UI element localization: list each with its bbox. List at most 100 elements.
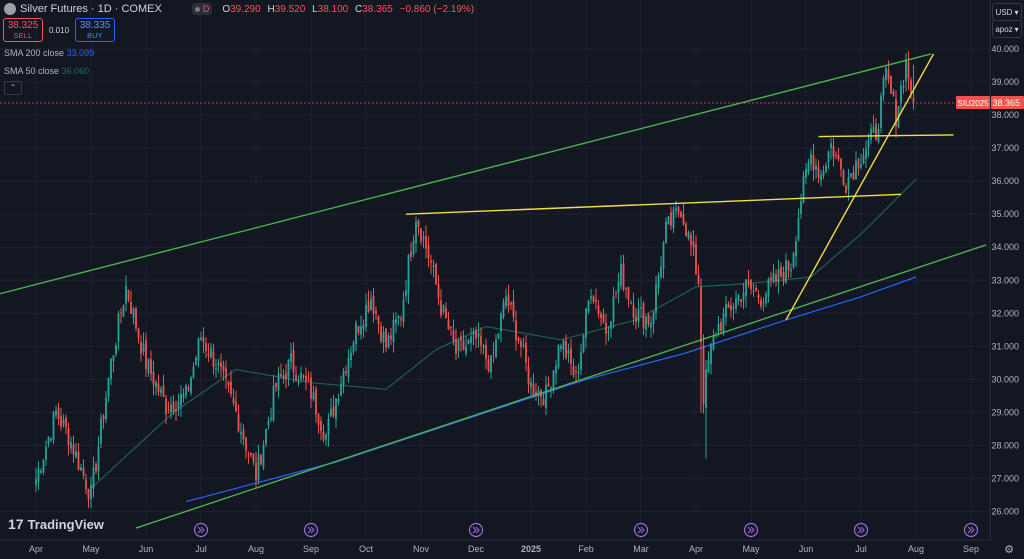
candle-body: [280, 374, 282, 377]
candle-body: [220, 362, 222, 367]
candle-body: [670, 212, 672, 226]
candle-body: [410, 251, 412, 257]
time-tick-label: Apr: [689, 544, 703, 554]
candle-body: [492, 352, 495, 354]
candle-body: [872, 126, 875, 133]
trend-line[interactable]: [0, 53, 932, 317]
candle-body: [740, 299, 742, 303]
candle-body: [65, 417, 67, 428]
candle-body: [527, 365, 530, 385]
candle-body: [557, 345, 560, 368]
candle-body: [762, 302, 765, 304]
candle-body: [445, 308, 447, 319]
candle-body: [785, 260, 787, 283]
candle-body: [300, 372, 302, 380]
buy-button[interactable]: 38.335 BUY: [75, 18, 116, 42]
candle-body: [375, 310, 377, 314]
price-tick-label: 27.000: [991, 474, 1019, 484]
collapse-legend-button[interactable]: ⌃: [4, 81, 22, 95]
event-markers[interactable]: [193, 522, 979, 538]
candle-body: [155, 381, 157, 388]
time-tick-label: Mar: [633, 544, 649, 554]
candle-body: [652, 311, 655, 325]
candle-body: [840, 158, 842, 170]
candle-body: [72, 444, 75, 455]
trend-line[interactable]: [405, 193, 902, 215]
time-axis[interactable]: Apr May Jun Jul Aug Sep Oct Nov Dec 2025 Feb Mar Apr…: [0, 539, 990, 554]
candle-body: [692, 241, 695, 248]
candle-body: [277, 373, 280, 391]
trend-lines[interactable]: [0, 53, 987, 529]
candle-body: [470, 336, 472, 343]
candle-body: [562, 340, 565, 350]
candle-body: [517, 338, 520, 342]
candle-body: [250, 452, 252, 456]
candle-body: [722, 313, 725, 333]
candle-body: [837, 154, 840, 160]
candle-body: [597, 305, 600, 315]
candle-body: [742, 292, 745, 300]
candle-body: [707, 360, 710, 373]
candle-body: [117, 313, 120, 342]
candle-body: [122, 305, 125, 317]
candle-body: [157, 383, 160, 392]
candle-body: [860, 164, 862, 168]
tradingview-logo[interactable]: 17 TradingView: [8, 516, 104, 532]
candle-body: [835, 154, 837, 156]
candle-body: [687, 232, 690, 239]
candle-body: [347, 357, 350, 377]
fast-forward-icon: [472, 526, 480, 534]
candle-body: [187, 387, 190, 391]
settings-gear-icon[interactable]: ⚙: [1004, 544, 1014, 556]
trend-line[interactable]: [135, 244, 987, 529]
fast-forward-icon: [967, 526, 975, 534]
scale-selector[interactable]: apoz ▾: [992, 20, 1022, 38]
candle-body: [197, 338, 200, 361]
candle-body: [535, 391, 537, 397]
time-tick-label: Sep: [963, 544, 979, 554]
candle-body: [472, 331, 475, 335]
sell-button[interactable]: 38.325 SELL: [3, 18, 43, 42]
silver-symbol-icon: [4, 3, 16, 15]
indicator-sma50[interactable]: SMA 50 close 36.060: [4, 66, 89, 76]
candle-body: [480, 336, 482, 346]
candle-body: [765, 294, 767, 304]
candle-body: [192, 366, 195, 378]
candle-body: [790, 269, 792, 272]
candle-body: [232, 397, 235, 404]
ohlc-low: 38.100: [317, 3, 349, 15]
symbol-title[interactable]: Silver Futures · 1D · COMEX: [20, 3, 162, 15]
status-pill[interactable]: D: [191, 3, 213, 15]
sell-price: 38.325: [7, 20, 39, 31]
candle-body: [295, 374, 297, 382]
candle-body: [655, 284, 657, 313]
candle-body: [852, 172, 855, 180]
candle-body: [360, 326, 362, 335]
ohlc-key: L: [312, 3, 318, 15]
trend-line[interactable]: [818, 134, 954, 138]
candle-body: [797, 217, 800, 240]
candle-body: [310, 377, 312, 399]
candle-body: [297, 382, 300, 384]
trade-panel: 38.325 SELL 0.010 38.335 BUY: [3, 18, 116, 42]
candle-body: [910, 79, 912, 95]
candle-body: [787, 261, 790, 271]
price-tick-label: 28.000: [991, 440, 1019, 450]
currency-selector[interactable]: USD ▾: [992, 3, 1022, 21]
candle-body: [607, 331, 610, 333]
candle-body: [62, 419, 65, 425]
candle-body: [610, 321, 612, 329]
tradingview-mark-icon: 17: [8, 516, 24, 532]
candle-body: [490, 355, 492, 373]
buy-label: BUY: [87, 33, 103, 40]
candle-body: [330, 408, 332, 417]
candle-body: [432, 265, 435, 267]
candle-body: [885, 67, 887, 81]
candle-body: [380, 325, 382, 342]
candle-body: [822, 171, 825, 177]
indicator-sma200[interactable]: SMA 200 close 33.099: [4, 48, 94, 58]
candle-body: [272, 385, 275, 421]
trend-line[interactable]: [785, 53, 935, 321]
